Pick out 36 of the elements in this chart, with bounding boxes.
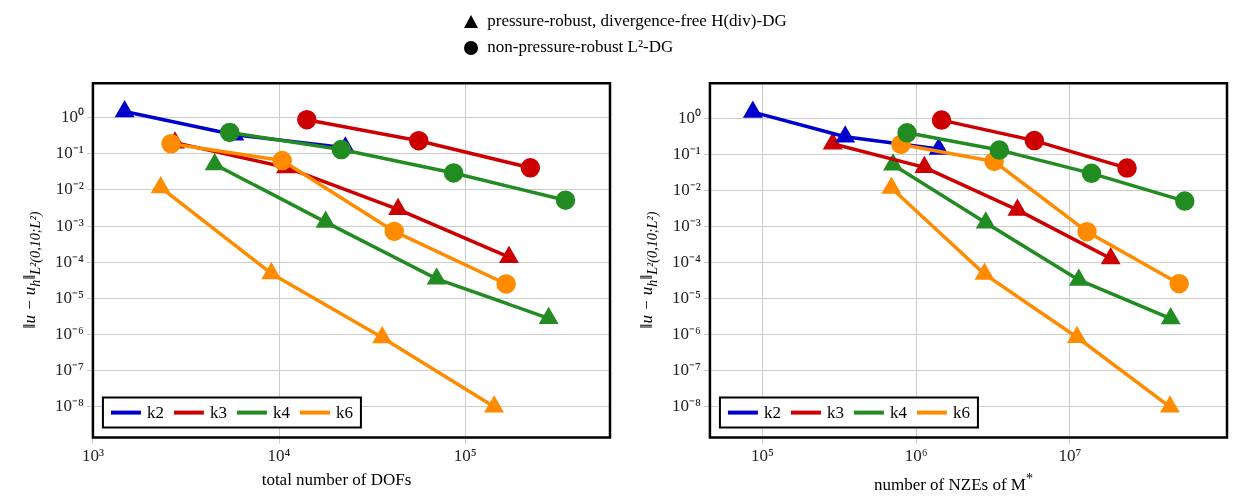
y-tick-label: 10⁻⁵ <box>54 287 84 307</box>
y-tick-label: 10⁻⁷ <box>671 360 701 380</box>
x-tick-label: 10⁵ <box>750 446 774 466</box>
legend-label: k3 <box>209 403 227 423</box>
x-tick-label: 10³ <box>81 446 104 466</box>
y-tick-label: 10⁻² <box>55 179 84 199</box>
x-tick-label: 10⁴ <box>267 446 291 466</box>
x-axis-title: total number of DOFs <box>261 470 412 490</box>
y-tick-label: 10⁻³ <box>55 215 84 235</box>
y-tick-label: 10⁻¹ <box>55 143 84 163</box>
y-tick-label: 10⁻¹ <box>672 143 701 163</box>
legend-label: k2 <box>763 403 781 423</box>
legend-label: k6 <box>952 403 970 423</box>
y-tick-label: 10⁻⁸ <box>671 396 701 416</box>
y-tick-label: 10⁻³ <box>672 216 701 236</box>
x-tick-label: 10⁶ <box>904 446 928 466</box>
y-tick-label: 10⁻⁷ <box>54 360 84 380</box>
y-tick-label: 10⁻⁸ <box>54 396 84 416</box>
legend-label: k4 <box>889 403 907 423</box>
legend-label: k3 <box>826 403 844 423</box>
y-tick-label: 10⁻⁴ <box>671 252 701 272</box>
y-tick-label: 10⁰ <box>60 107 84 127</box>
y-tick-label: 10⁻² <box>672 180 701 200</box>
y-tick-label: 10⁻⁶ <box>671 324 701 344</box>
text: non-pressure-robust L²-DG <box>487 37 674 57</box>
y-tick-label: 10⁰ <box>677 107 701 127</box>
text: pressure-robust, divergence-free H(div)-DG <box>487 11 787 31</box>
legend-label: k4 <box>272 403 290 423</box>
y-tick-label: 10⁻⁴ <box>54 251 84 271</box>
legend-label: k6 <box>335 403 353 423</box>
x-axis-title: number of NZEs of M$^{*}$ <box>873 470 1034 495</box>
x-tick-label: 10⁵ <box>453 446 477 466</box>
legend-label: k2 <box>146 403 164 423</box>
y-tick-label: 10⁻⁵ <box>671 288 701 308</box>
x-tick-label: 10⁷ <box>1058 446 1082 466</box>
y-tick-label: 10⁻⁶ <box>54 323 84 343</box>
